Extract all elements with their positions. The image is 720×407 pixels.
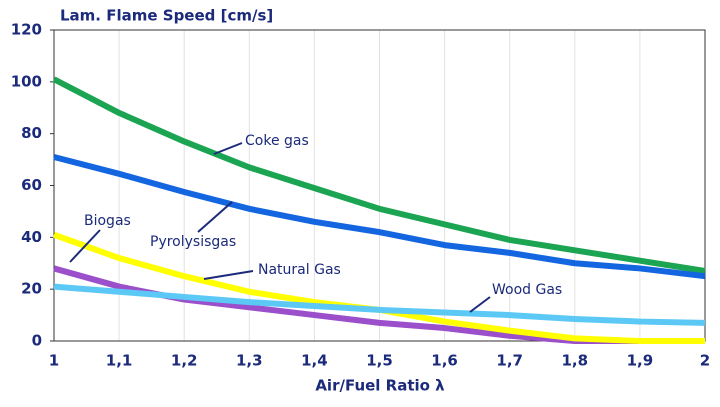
series-line bbox=[53, 154, 706, 280]
series-label: Biogas bbox=[84, 213, 131, 229]
x-tick-label: 1,9 bbox=[627, 352, 654, 370]
leader-line bbox=[213, 142, 243, 155]
y-tick-label: 60 bbox=[21, 176, 42, 194]
leader-line bbox=[203, 270, 254, 280]
series-label: Wood Gas bbox=[492, 282, 562, 298]
leader-line bbox=[69, 229, 101, 263]
leader-line bbox=[469, 296, 491, 313]
x-tick-label: 1,3 bbox=[236, 352, 263, 370]
y-tick-label: 20 bbox=[21, 280, 42, 298]
y-tick-label: 80 bbox=[21, 124, 42, 142]
leader-line bbox=[197, 201, 233, 233]
y-tick-label: 120 bbox=[11, 21, 42, 39]
series-line bbox=[53, 283, 706, 326]
series-label: Coke gas bbox=[245, 133, 309, 149]
x-tick-label: 1,4 bbox=[301, 352, 328, 370]
x-axis-label: Air/Fuel Ratio λ bbox=[315, 377, 445, 395]
x-tick-label: 1,8 bbox=[562, 352, 589, 370]
x-tick-label: 2 bbox=[700, 352, 710, 370]
series-line bbox=[52, 76, 706, 274]
x-tick-label: 1,2 bbox=[171, 352, 198, 370]
x-tick-label: 1,1 bbox=[106, 352, 133, 370]
y-tick-label: 100 bbox=[11, 72, 42, 90]
series-label: Natural Gas bbox=[258, 262, 341, 278]
x-tick-label: 1,6 bbox=[431, 352, 458, 370]
x-tick-label: 1 bbox=[49, 352, 59, 370]
x-tick-label: 1,5 bbox=[366, 352, 393, 370]
chart-title: Lam. Flame Speed [cm/s] bbox=[60, 7, 273, 25]
plot-frame bbox=[53, 29, 706, 342]
series-label: Pyrolysisgas bbox=[150, 234, 236, 250]
x-tick-label: 1,7 bbox=[496, 352, 523, 370]
y-tick-label: 0 bbox=[32, 332, 42, 350]
y-tick-label: 40 bbox=[21, 228, 42, 246]
